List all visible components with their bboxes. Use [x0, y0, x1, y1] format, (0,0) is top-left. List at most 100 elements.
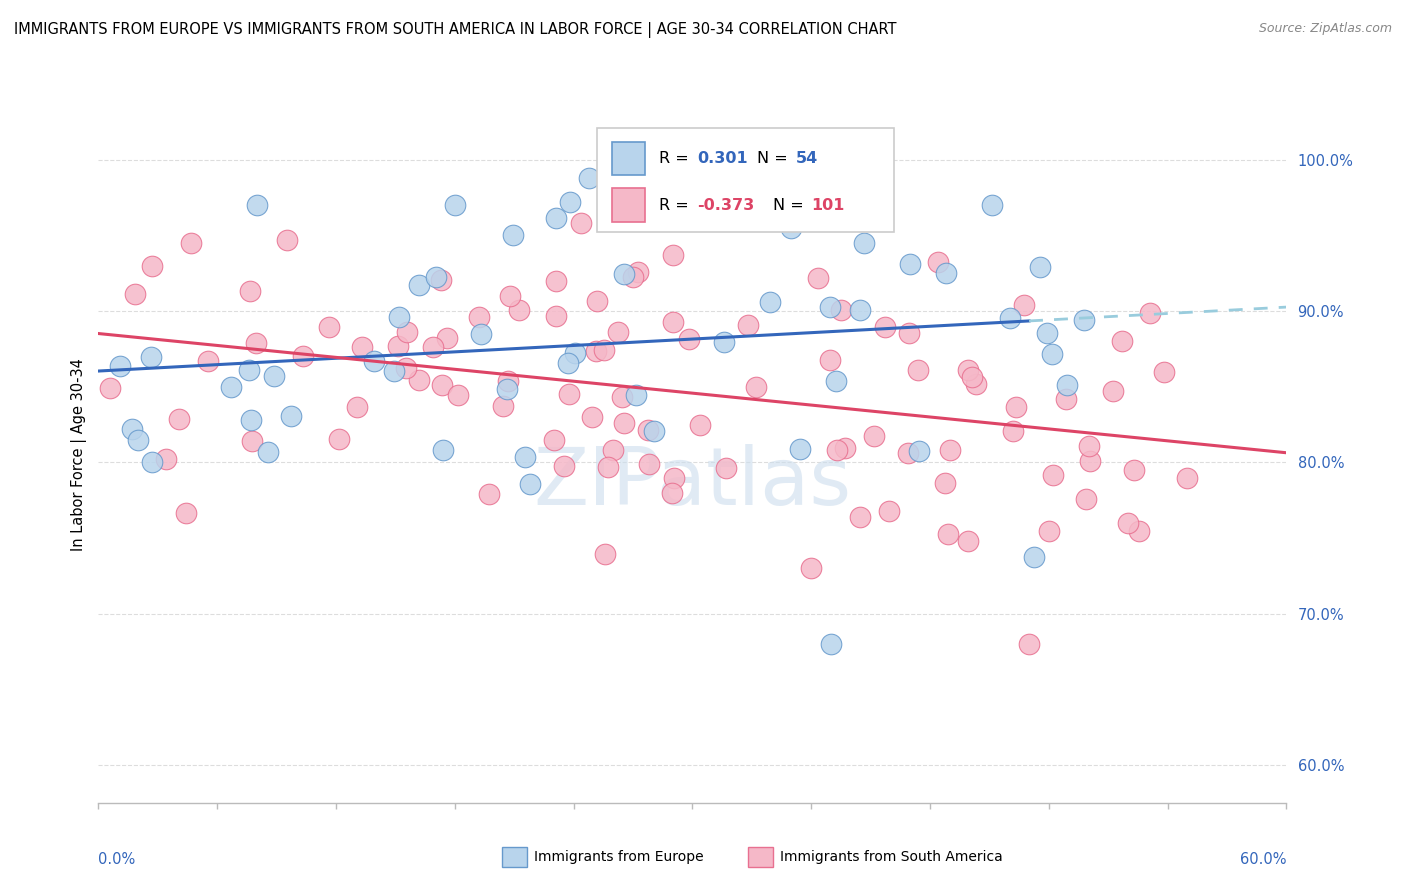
Point: [121, 422, 143, 436]
Point: [689, 417, 711, 432]
Point: [387, 339, 409, 353]
Point: [557, 387, 579, 401]
Y-axis label: In Labor Force | Age 30-34: In Labor Force | Age 30-34: [72, 359, 87, 551]
Point: [661, 248, 683, 262]
Point: [834, 441, 856, 455]
Point: [877, 504, 900, 518]
Point: [662, 315, 685, 329]
Point: [519, 477, 541, 491]
Point: [927, 255, 949, 269]
Point: [502, 227, 524, 242]
Point: [1076, 492, 1098, 507]
Point: [1128, 524, 1150, 538]
Text: Immigrants from Europe: Immigrants from Europe: [534, 850, 704, 864]
Point: [432, 443, 454, 458]
Point: [613, 267, 636, 281]
Text: Source: ZipAtlas.com: Source: ZipAtlas.com: [1258, 22, 1392, 36]
Point: [219, 380, 242, 394]
Point: [852, 235, 875, 250]
Point: [240, 413, 263, 427]
Point: [800, 561, 823, 575]
Point: [612, 416, 634, 430]
Point: [789, 442, 811, 456]
Point: [780, 221, 803, 235]
Point: [610, 390, 633, 404]
Point: [695, 151, 717, 165]
Point: [1040, 347, 1063, 361]
Point: [558, 194, 581, 209]
Point: [758, 294, 780, 309]
Point: [546, 211, 568, 226]
Point: [939, 442, 962, 457]
Text: R =: R =: [659, 198, 695, 212]
Point: [492, 399, 515, 413]
Point: [1018, 637, 1040, 651]
Point: [256, 444, 278, 458]
Point: [174, 506, 197, 520]
Point: [936, 526, 959, 541]
Point: [352, 340, 374, 354]
Point: [957, 533, 980, 548]
Point: [825, 442, 848, 457]
Point: [1029, 260, 1052, 274]
Point: [607, 325, 630, 339]
Point: [1116, 516, 1139, 530]
Point: [1035, 326, 1057, 341]
Point: [621, 269, 644, 284]
Text: 101: 101: [811, 198, 845, 212]
Point: [965, 376, 987, 391]
Point: [139, 350, 162, 364]
Point: [110, 359, 132, 374]
Point: [1122, 463, 1144, 477]
Point: [425, 269, 447, 284]
Point: [447, 388, 470, 402]
Point: [468, 310, 491, 324]
Point: [581, 410, 603, 425]
FancyBboxPatch shape: [612, 188, 645, 222]
Text: R =: R =: [659, 151, 695, 166]
Point: [141, 454, 163, 468]
Point: [496, 374, 519, 388]
Point: [263, 368, 285, 383]
Point: [564, 346, 586, 360]
Point: [637, 423, 659, 437]
Point: [513, 450, 536, 464]
Point: [246, 198, 269, 212]
Point: [363, 353, 385, 368]
Point: [595, 547, 617, 561]
Text: 0.0%: 0.0%: [98, 852, 135, 867]
Point: [825, 374, 848, 388]
Point: [346, 400, 368, 414]
Point: [661, 486, 683, 500]
Point: [408, 373, 430, 387]
Point: [496, 382, 519, 396]
Point: [571, 216, 593, 230]
Point: [1001, 424, 1024, 438]
Point: [1139, 305, 1161, 319]
Point: [820, 353, 842, 368]
Point: [981, 198, 1004, 212]
Point: [1024, 550, 1046, 565]
Point: [934, 476, 956, 491]
Point: [436, 331, 458, 345]
Point: [1012, 298, 1035, 312]
Point: [898, 257, 921, 271]
Point: [553, 458, 575, 473]
Point: [382, 364, 405, 378]
Point: [627, 265, 650, 279]
Point: [1078, 454, 1101, 468]
Point: [897, 326, 920, 340]
Point: [499, 289, 522, 303]
Point: [1073, 312, 1095, 326]
Point: [907, 444, 929, 458]
Point: [239, 284, 262, 298]
Point: [508, 303, 530, 318]
Point: [935, 266, 957, 280]
FancyBboxPatch shape: [598, 128, 894, 232]
Point: [544, 309, 567, 323]
Point: [873, 319, 896, 334]
Point: [155, 452, 177, 467]
Point: [478, 487, 501, 501]
Point: [848, 510, 870, 524]
Text: 0.301: 0.301: [697, 151, 748, 166]
